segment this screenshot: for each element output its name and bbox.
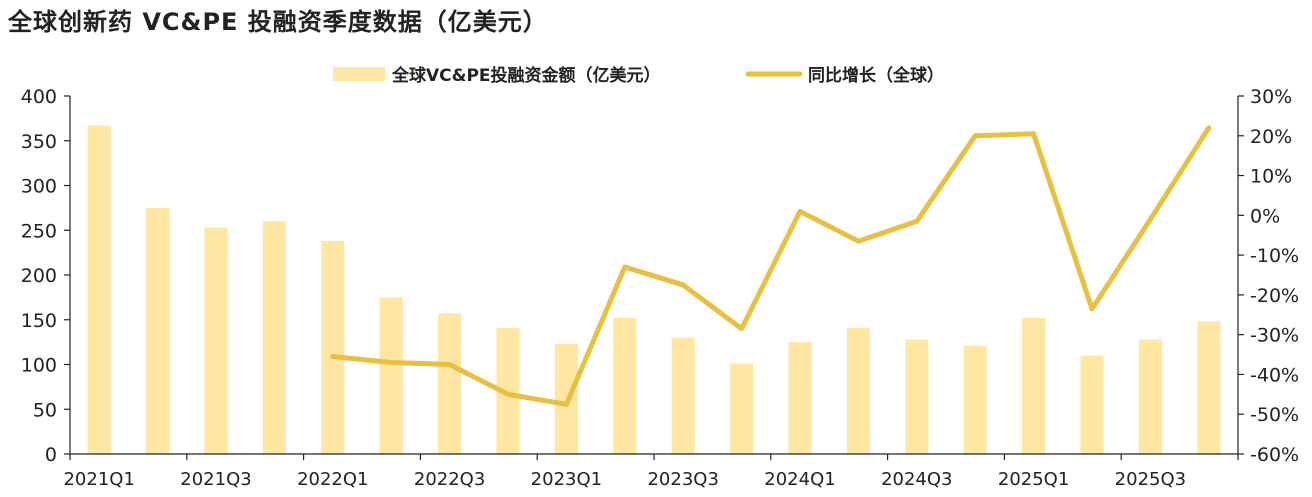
bar-2022Q1 xyxy=(321,240,345,454)
chart-title: 全球创新药 VC&PE 投融资季度数据（亿美元） xyxy=(8,8,548,36)
x-tick-label: 2021Q1 xyxy=(63,469,134,490)
bar-2025Q4 xyxy=(1197,321,1221,454)
y-right-tick-label: -40% xyxy=(1250,364,1299,386)
line-series xyxy=(330,125,1212,407)
y-right-tick-label: 20% xyxy=(1250,126,1292,148)
x-tick-label: 2024Q1 xyxy=(764,469,835,490)
y-right-tick-label: -10% xyxy=(1250,245,1299,267)
bar-2021Q1 xyxy=(87,125,111,454)
bar-2021Q3 xyxy=(204,227,228,454)
y-right-tick-label: -30% xyxy=(1250,325,1299,347)
y-left-tick-label: 350 xyxy=(21,131,57,153)
y-left-tick-label: 100 xyxy=(21,355,57,377)
y-left-tick-label: 0 xyxy=(45,444,57,466)
x-tick-label: 2022Q1 xyxy=(297,469,368,490)
bar-2024Q2 xyxy=(846,327,870,454)
y-left-tick-label: 200 xyxy=(21,265,57,287)
bar-2022Q2 xyxy=(379,297,403,454)
x-axis: 2021Q1 2021Q3 2022Q1 2022Q3 2023Q1 2023Q3 2024… xyxy=(63,454,1239,490)
bar-series xyxy=(87,125,1221,454)
y-left-tick-label: 300 xyxy=(21,176,57,198)
x-tick-label: 2022Q3 xyxy=(414,469,485,490)
bar-2024Q4 xyxy=(963,345,987,454)
y-left-tick-label: 250 xyxy=(21,220,57,242)
y-left-tick-label: 50 xyxy=(33,399,57,421)
y-left-tick-label: 150 xyxy=(21,310,57,332)
legend-line-label: 同比增长（全球） xyxy=(808,65,944,86)
legend-bar-swatch xyxy=(333,67,385,81)
x-tick-label: 2025Q1 xyxy=(998,469,1069,490)
x-tick-label: 2021Q3 xyxy=(180,469,251,490)
y-right-tick-label: 30% xyxy=(1250,86,1292,108)
bar-2023Q3 xyxy=(671,337,695,454)
legend: 全球VC&PE投融资金额（亿美元） 同比增长（全球） xyxy=(333,65,944,86)
x-tick-label: 2025Q3 xyxy=(1115,469,1186,490)
bar-2025Q3 xyxy=(1138,339,1162,454)
bar-2023Q2 xyxy=(613,317,637,454)
x-tick-label: 2023Q3 xyxy=(647,469,718,490)
bar-2023Q4 xyxy=(730,363,754,454)
x-tick-label: 2023Q1 xyxy=(531,469,602,490)
y-right-tick-label: -20% xyxy=(1250,285,1299,307)
bar-2021Q2 xyxy=(146,207,170,454)
y-right-tick-label: 0% xyxy=(1250,205,1280,227)
bar-2022Q4 xyxy=(496,327,520,454)
y-right-tick-label: 10% xyxy=(1250,166,1292,188)
y-axis-left: 0 50 100 150 200 250 300 350 400 xyxy=(21,86,70,466)
bar-2025Q2 xyxy=(1080,355,1104,454)
bar-2024Q1 xyxy=(788,342,812,454)
bar-2022Q3 xyxy=(438,313,462,454)
y-axis-right: -60% -50% -40% -30% -20% -10% 0% 10% 20% 30% xyxy=(1238,86,1299,466)
growth-line xyxy=(330,125,1212,407)
y-right-tick-label: -60% xyxy=(1250,444,1299,466)
legend-bar-label: 全球VC&PE投融资金额（亿美元） xyxy=(391,65,661,86)
bar-2024Q3 xyxy=(905,339,929,454)
bar-2021Q4 xyxy=(262,221,286,454)
y-left-tick-label: 400 xyxy=(21,86,57,108)
x-tick-label: 2024Q3 xyxy=(881,469,952,490)
bar-2025Q1 xyxy=(1022,317,1046,454)
y-right-tick-label: -50% xyxy=(1250,404,1299,426)
